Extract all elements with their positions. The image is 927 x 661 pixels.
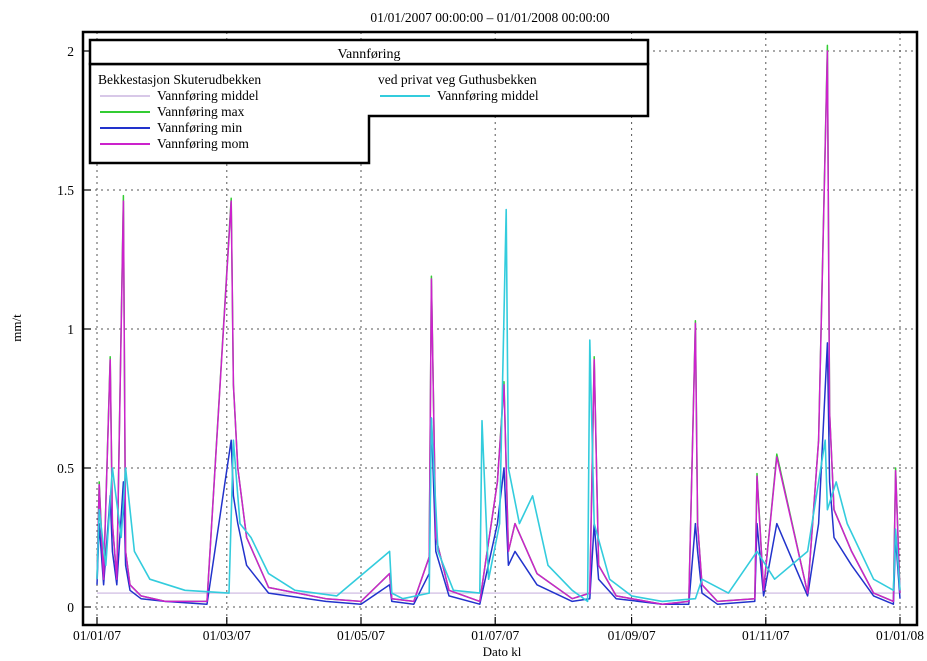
y-ticks: 0 0.5 1 1.5 2 <box>57 44 91 615</box>
legend-group-guthusbekken: ved privat veg Guthusbekken <box>378 72 537 87</box>
x-tick-label: 01/01/08 <box>876 628 924 643</box>
x-tick-label: 01/07/07 <box>471 628 519 643</box>
y-tick-label: 0 <box>67 600 74 615</box>
x-tick-label: 01/11/07 <box>742 628 790 643</box>
y-tick-label: 1.5 <box>57 183 74 198</box>
x-tick-label: 01/05/07 <box>337 628 385 643</box>
x-axis-label: Dato kl <box>483 644 522 659</box>
y-tick-label: 0.5 <box>57 461 74 476</box>
legend: Vannføring Bekkestasjon Skuterudbekken v… <box>88 38 650 165</box>
x-tick-label: 01/09/07 <box>608 628 656 643</box>
y-axis-label: mm/t <box>9 314 24 342</box>
y-tick-label: 2 <box>67 44 74 59</box>
legend-label: Vannføring max <box>157 104 245 119</box>
chart-title: 01/01/2007 00:00:00 – 01/01/2008 00:00:0… <box>370 10 610 25</box>
x-tick-label: 01/03/07 <box>203 628 251 643</box>
legend-label: Vannføring middel <box>437 88 539 103</box>
series-line-vannf-ring-middel-4 <box>96 208 901 603</box>
x-tick-label: 01/01/07 <box>73 628 121 643</box>
series-line-vannf-ring-min-2 <box>96 342 901 605</box>
x-ticks: 01/01/07 01/03/07 01/05/07 01/07/07 01/09/07… <box>73 617 924 643</box>
series-line-vannf-ring-mom-3 <box>96 50 901 605</box>
legend-label: Vannføring middel <box>157 88 259 103</box>
legend-title: Vannføring <box>338 47 401 62</box>
y-tick-label: 1 <box>67 322 74 337</box>
legend-group-skuterudbekken: Bekkestasjon Skuterudbekken <box>98 72 261 87</box>
legend-label: Vannføring mom <box>157 136 249 151</box>
legend-label: Vannføring min <box>157 120 242 135</box>
legend-header-box <box>88 38 650 66</box>
series-layer <box>96 44 901 605</box>
